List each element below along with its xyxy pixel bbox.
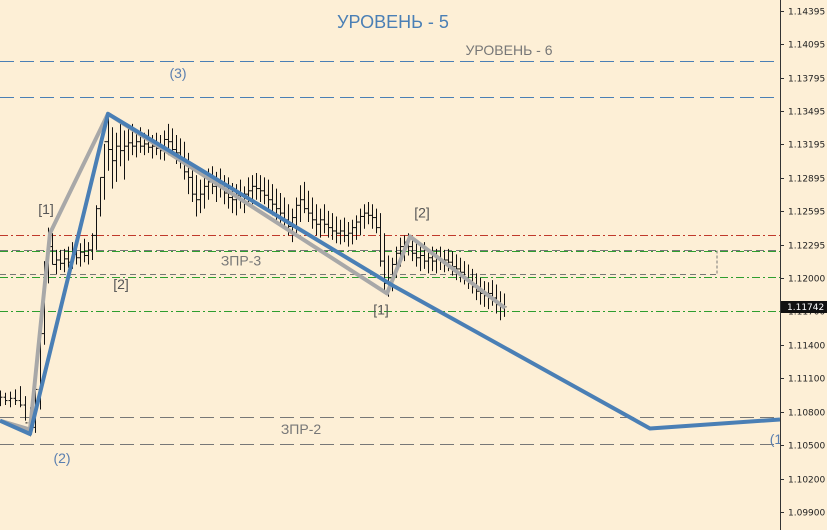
current-price-marker [781,301,827,313]
y-tick-label-3: 1.13495 [788,108,825,118]
y-tick-label-15: 1.09900 [788,509,825,519]
y-tick-label-7: 1.12295 [788,242,825,252]
plot-background [0,0,780,530]
chart-title: УРОВЕНЬ - 5 [337,12,449,32]
candle-62 [254,172,259,200]
candle-103 [418,244,423,272]
candle-80 [326,210,331,238]
candle-48 [198,179,203,214]
candle-1 [3,392,8,406]
wave-label-1: [1] [38,201,54,217]
wave-label-5: [1] [373,302,389,318]
y-tick-label-11: 1.11100 [788,375,825,385]
candle-93 [378,213,383,267]
candle-18 [78,243,83,267]
wave-label-8: (1 [770,431,783,447]
candle-83 [338,219,343,245]
candle-113 [458,257,463,283]
candle-81 [330,213,335,240]
candle-12 [54,249,59,275]
y-tick-label-1: 1.14095 [788,41,825,51]
candle-14 [62,248,67,273]
candle-65 [266,179,271,209]
chart-subtitle: УРОВЕНЬ - 6 [465,42,552,58]
candle-76 [310,197,315,229]
candle-89 [362,204,367,229]
candle-5 [23,396,28,424]
candle-82 [334,216,339,244]
y-tick-label-10: 1.11400 [788,342,825,352]
candle-3 [13,389,18,406]
current-price-label: 1.11742 [787,303,824,313]
candle-74 [302,181,307,214]
y-tick-label-8: 1.12000 [788,275,825,285]
y-tick-label-13: 1.10500 [788,442,825,452]
y-tick-label-12: 1.10800 [788,409,825,419]
y-tick-label-6: 1.12595 [788,208,825,218]
candle-27 [114,132,119,182]
wave-label-4: [2] [414,205,430,221]
candle-19 [82,238,87,263]
candle-4 [18,386,23,408]
candle-47 [194,175,199,217]
candle-92 [374,208,379,234]
candle-90 [366,201,371,225]
candle-26 [110,127,115,189]
candle-87 [354,215,359,240]
wave-blue-line [0,111,781,436]
candle-73 [298,185,303,223]
wave-label-7: (2) [53,450,70,466]
wave-label-0: (3) [169,65,186,81]
candle-49 [202,177,207,209]
price-axis-background [780,0,827,530]
candle-29 [122,130,127,180]
candle-66 [270,184,275,216]
candle-78 [318,208,323,238]
y-tick-label-14: 1.10200 [788,476,825,486]
candle-88 [358,208,363,236]
candle-106 [430,246,435,272]
candle-0 [0,390,3,407]
candle-32 [134,130,139,158]
candle-45 [186,152,191,195]
candle-91 [370,204,375,229]
candle-75 [306,190,311,223]
wave-labels: (3) [1] [2] ЗПР-3 [2] [1] ЗПР-2 (2) (1 [38,65,782,466]
candle-112 [454,254,459,281]
wave-label-6: ЗПР-2 [281,421,322,437]
candle-84 [342,217,347,243]
wave-label-2: [2] [113,276,129,292]
price-axis: 1.14395 1.14095 1.13795 1.13495 1.13195 1.128… [780,0,827,530]
candle-85 [346,222,351,247]
candle-22 [94,205,99,250]
candle-23 [98,176,103,217]
candle-24 [102,141,107,200]
wave-label-3: ЗПР-3 [221,253,262,269]
y-tick-label-2: 1.13795 [788,75,825,85]
wave-lines [0,111,781,436]
candle-11 [50,233,55,265]
zones [0,250,718,275]
y-tick-label-4: 1.13195 [788,141,825,151]
candle-2 [8,391,13,408]
candle-13 [58,249,63,271]
candle-60 [246,177,251,207]
candle-79 [322,204,327,234]
candle-28 [118,123,123,167]
candle-102 [414,242,419,267]
y-tick-label-5: 1.12895 [788,175,825,185]
candle-30 [126,126,131,161]
candle-86 [350,219,355,245]
candle-64 [262,177,267,205]
candle-20 [86,242,91,265]
candle-21 [90,233,95,260]
candle-25 [106,113,111,171]
y-tick-label-0: 1.14395 [788,8,825,18]
candle-63 [258,175,263,202]
candle-77 [314,204,319,236]
